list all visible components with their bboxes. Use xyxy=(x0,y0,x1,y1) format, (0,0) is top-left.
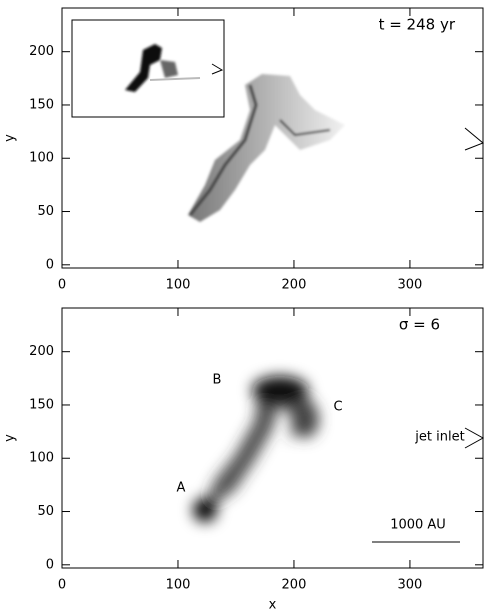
y-tick-label: 200 xyxy=(29,344,54,359)
y-tick-label: 50 xyxy=(37,504,54,519)
y-tick-label: 0 xyxy=(46,557,54,572)
jet-marker xyxy=(464,127,484,151)
x-tick-label: 200 xyxy=(282,278,307,293)
inset xyxy=(71,19,225,118)
y-axis-label: y xyxy=(3,134,18,142)
x-tick-label: 100 xyxy=(166,578,191,593)
plot-frame xyxy=(61,7,484,269)
y-tick-label: 150 xyxy=(29,97,54,112)
simulation-image xyxy=(188,74,345,222)
annotation: 1000 AU xyxy=(390,518,446,533)
x-axis-label: x xyxy=(269,598,277,613)
annotation: B xyxy=(213,373,222,388)
x-tick-label: 300 xyxy=(398,278,423,293)
x-tick-label: 300 xyxy=(398,578,423,593)
y-tick-label: 100 xyxy=(29,151,54,166)
jet-marker xyxy=(464,427,485,449)
y-tick-label: 50 xyxy=(37,204,54,219)
x-tick-label: 100 xyxy=(166,278,191,293)
annotation: jet inlet xyxy=(414,430,464,445)
y-tick-label: 150 xyxy=(29,397,54,412)
y-tick-label: 100 xyxy=(29,451,54,466)
x-tick-label: 0 xyxy=(58,278,66,293)
annotation: σ = 6 xyxy=(399,316,440,334)
y-tick-label: 0 xyxy=(46,257,54,272)
x-tick-label: 0 xyxy=(58,578,66,593)
x-tick-label: 200 xyxy=(282,578,307,593)
y-axis-label: y xyxy=(3,434,18,442)
y-tick-label: 200 xyxy=(29,44,54,59)
annotation: t = 248 yr xyxy=(379,16,456,34)
annotation: C xyxy=(333,400,342,415)
plot-frame xyxy=(61,307,484,569)
annotation: A xyxy=(177,481,186,496)
smoothed-image xyxy=(193,376,319,522)
